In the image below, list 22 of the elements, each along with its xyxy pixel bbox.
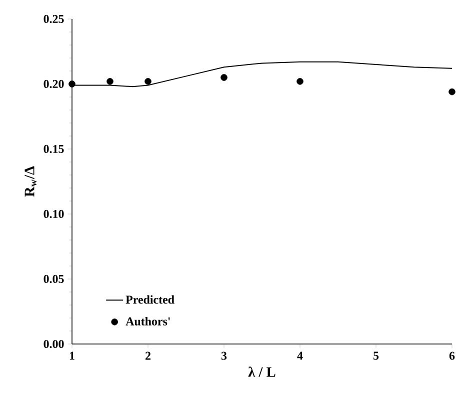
y-tick-label: 0.25 (44, 14, 64, 24)
legend-label: Predicted (126, 295, 174, 304)
y-tick-label: 0.05 (44, 274, 64, 284)
x-axis-title: λ / L (248, 366, 276, 377)
point (220, 74, 228, 81)
point (106, 78, 114, 85)
y-tick-label: 0.15 (44, 144, 64, 154)
y-tick-label: 0.10 (44, 210, 64, 218)
x-tick-label: 5 (374, 352, 379, 360)
y-tick-label: 0.20 (44, 80, 64, 88)
point (448, 88, 456, 96)
point (144, 78, 152, 85)
x-tick-label: 6 (449, 352, 455, 360)
legend-label: Authors' (126, 317, 170, 326)
point (296, 78, 304, 85)
y-tick-label: 0.00 (44, 340, 64, 348)
x-tick-label: 4 (297, 352, 303, 360)
point (68, 80, 76, 88)
x-tick-label: 2 (146, 352, 150, 360)
x-tick-label: 1 (70, 352, 74, 360)
y-axis-title: R$_{w}$/Δ (24, 166, 36, 197)
x-tick-label: 3 (221, 352, 227, 360)
